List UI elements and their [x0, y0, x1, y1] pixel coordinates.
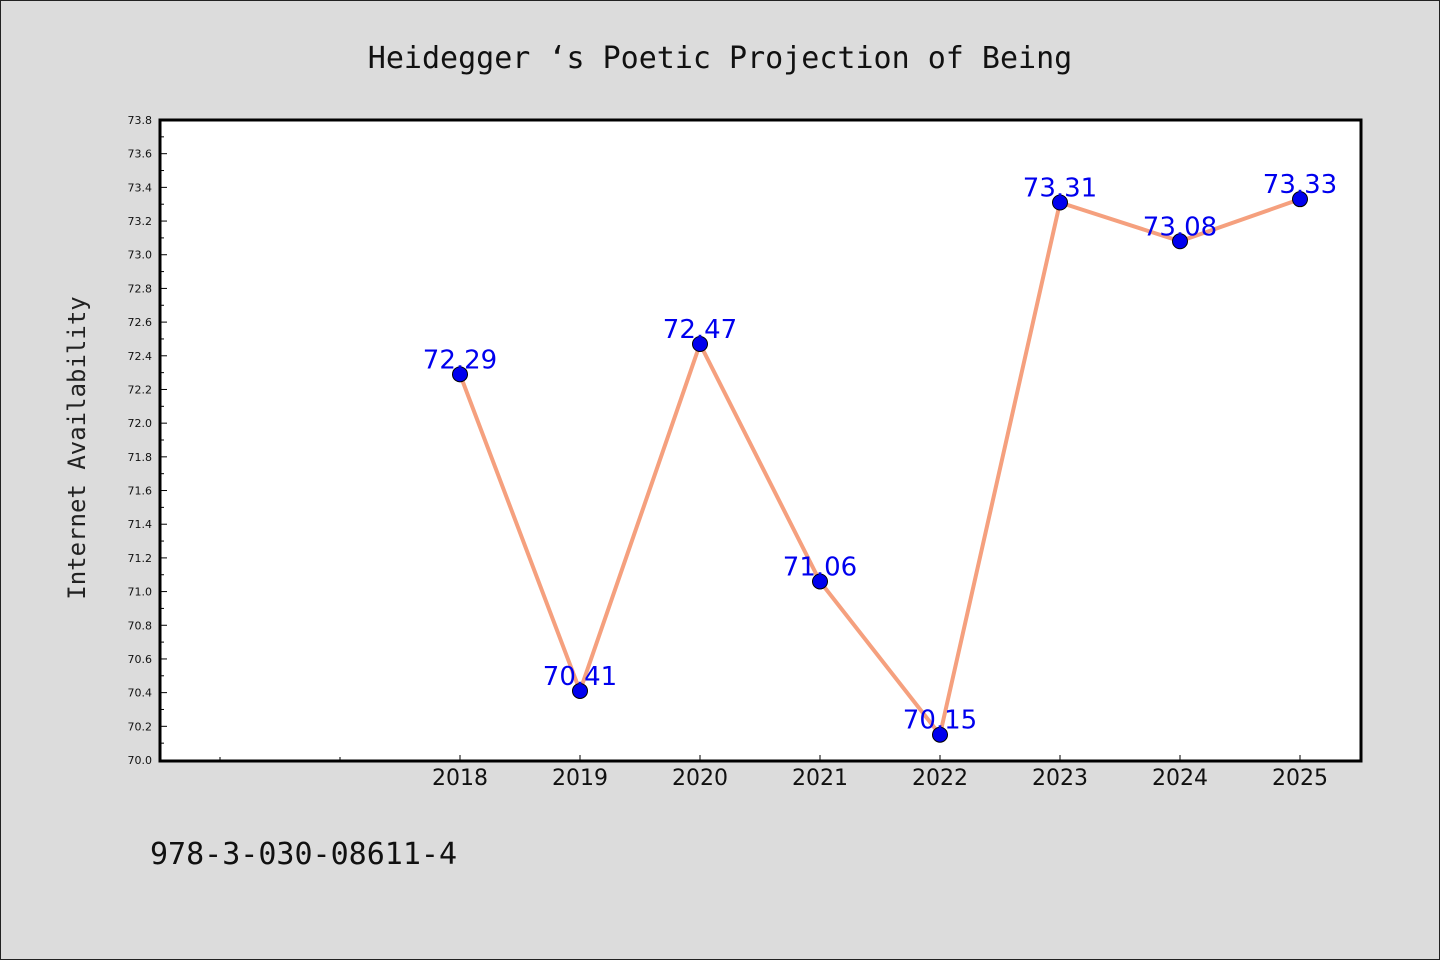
y-tick-label: 73.6	[128, 148, 153, 161]
isbn-footer: 978-3-030-08611-4	[150, 837, 457, 872]
x-tick-label: 2023	[1032, 766, 1088, 791]
x-tick-label: 2019	[552, 766, 608, 791]
data-label: 73.08	[1143, 212, 1217, 242]
series-line-group	[458, 197, 1301, 737]
y-tick-label: 72.8	[128, 282, 153, 295]
y-tick-label: 72.4	[128, 350, 153, 363]
chart-title: Heidegger ‘s Poetic Projection of Being	[368, 41, 1072, 76]
data-point	[1052, 194, 1068, 211]
data-label: 71.06	[783, 552, 857, 582]
data-point	[812, 573, 828, 590]
y-tick-label: 70.0	[128, 754, 153, 767]
y-tick-label: 72.2	[128, 383, 153, 396]
y-tick-label: 71.4	[128, 518, 153, 531]
y-tick-label: 70.6	[128, 653, 153, 666]
y-tick-label: 70.2	[128, 720, 153, 733]
data-points	[452, 191, 1308, 743]
plot-area	[158, 118, 1363, 763]
data-label: 73.33	[1263, 170, 1337, 200]
data-point	[572, 682, 588, 699]
y-tick-label: 71.0	[128, 586, 153, 599]
x-tick-label: 2025	[1272, 766, 1328, 791]
data-point	[932, 726, 948, 743]
data-point	[452, 366, 468, 383]
y-axis-ticks: 70.0 70.2 70.4 70.6 70.8 71.0 71.2 71.4 71.6 71.8…	[128, 114, 167, 767]
y-tick-label: 71.6	[128, 485, 153, 498]
data-label: 73.31	[1023, 174, 1097, 204]
data-label: 72.29	[423, 345, 497, 375]
y-tick-label: 73.4	[128, 181, 153, 194]
y-tick-label: 71.8	[128, 451, 153, 464]
y-tick-label: 70.4	[128, 687, 153, 700]
x-tick-label: 2024	[1152, 766, 1208, 791]
series-line	[458, 197, 1301, 737]
y-tick-label: 73.2	[128, 215, 153, 228]
x-tick-label: 2018	[432, 766, 488, 791]
y-tick-label: 73.0	[128, 249, 153, 262]
y-tick-label: 73.8	[128, 114, 153, 127]
data-label: 70.41	[543, 662, 617, 692]
data-point	[692, 336, 708, 352]
y-tick-label: 70.8	[128, 619, 153, 632]
y-tick-label: 72.0	[128, 417, 153, 430]
data-point	[1172, 233, 1188, 250]
x-axis-ticks: 2018 2019 2020 2021 2022 2023 2024 2025	[219, 755, 1328, 791]
x-tick-label: 2021	[792, 766, 848, 791]
x-tick-label: 2020	[672, 766, 728, 791]
y-tick-label: 71.2	[128, 552, 153, 565]
x-tick-label: 2022	[912, 766, 968, 791]
y-tick-label: 72.6	[128, 316, 153, 329]
data-label: 70.15	[903, 706, 977, 736]
data-labels: 72.29 70.41 72.47 71.06 70.15 73.31 73.08 73.33	[423, 170, 1337, 736]
y-axis-label: Internet Availability	[63, 296, 91, 599]
data-point	[1292, 191, 1308, 208]
data-label: 72.47	[663, 315, 737, 345]
